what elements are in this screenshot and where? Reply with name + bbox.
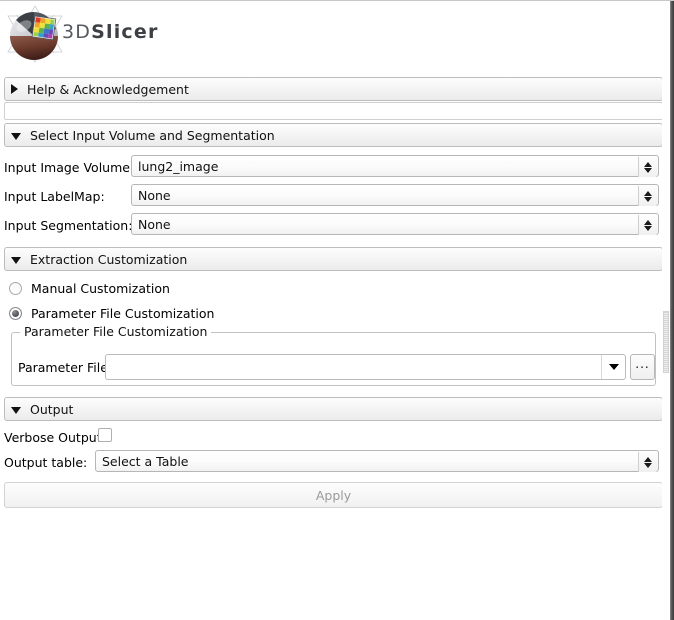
radio-manual-customization-label: Manual Customization [31, 281, 170, 296]
parameter-file-combobox[interactable] [105, 354, 626, 380]
vertical-scrollbar[interactable] [662, 1, 670, 620]
section-header-extraction[interactable]: Extraction Customization [4, 247, 663, 271]
verbose-output-checkbox[interactable] [98, 428, 112, 442]
input-labelmap-selector[interactable]: None [131, 184, 659, 206]
radio-parameter-file-customization[interactable]: Parameter File Customization [9, 306, 214, 321]
chevron-down-icon[interactable] [601, 355, 625, 379]
input-labelmap-value: None [138, 187, 171, 203]
section-title-help: Help & Acknowledgement [27, 81, 189, 97]
radio-unchecked-icon [9, 282, 22, 295]
scrollbar-thumb[interactable] [663, 311, 669, 373]
input-segmentation-value: None [138, 216, 171, 232]
label-input-labelmap: Input LabelMap: [4, 189, 105, 204]
label-input-segmentation: Input Segmentation: [4, 218, 133, 233]
output-table-selector[interactable]: Select a Table [95, 450, 659, 472]
help-section-body [4, 102, 663, 120]
input-image-volume-value: lung2_image [138, 158, 219, 174]
section-title-input: Select Input Volume and Segmentation [30, 127, 275, 143]
label-output-table: Output table: [4, 455, 88, 470]
label-verbose-output: Verbose Output [4, 430, 102, 445]
updown-arrows-icon[interactable] [638, 157, 657, 177]
section-header-help[interactable]: Help & Acknowledgement [4, 77, 663, 101]
app-title-prefix: 3D [62, 21, 92, 43]
module-banner: 3DSlicer [0, 1, 662, 69]
section-header-input[interactable]: Select Input Volume and Segmentation [4, 123, 663, 147]
slicer-sphere-logo-icon [4, 3, 66, 65]
triangle-down-icon [11, 406, 21, 414]
triangle-down-icon [11, 256, 21, 264]
label-input-image-volume: Input Image Volume: [4, 160, 135, 175]
label-parameter-file: Parameter File [18, 360, 108, 375]
updown-arrows-icon[interactable] [638, 186, 657, 206]
radio-checked-icon [9, 307, 22, 320]
updown-arrows-icon[interactable] [638, 452, 657, 472]
input-image-volume-selector[interactable]: lung2_image [131, 155, 659, 177]
apply-button[interactable]: Apply [4, 482, 663, 508]
output-table-value: Select a Table [102, 453, 189, 469]
app-title-suffix: Slicer [91, 21, 159, 43]
triangle-down-icon [11, 132, 21, 140]
input-segmentation-selector[interactable]: None [131, 213, 659, 235]
section-header-output[interactable]: Output [4, 397, 663, 421]
panel-right-border [670, 1, 674, 620]
parameter-file-groupbox-title: Parameter File Customization [20, 324, 212, 339]
updown-arrows-icon[interactable] [638, 215, 657, 235]
section-title-output: Output [30, 401, 74, 417]
radio-parameter-file-customization-label: Parameter File Customization [31, 306, 215, 321]
app-title: 3DSlicer [62, 21, 159, 43]
parameter-file-browse-button[interactable]: ... [630, 354, 655, 380]
radio-manual-customization[interactable]: Manual Customization [9, 281, 170, 296]
section-title-extraction: Extraction Customization [30, 251, 188, 267]
triangle-right-icon [11, 84, 18, 94]
